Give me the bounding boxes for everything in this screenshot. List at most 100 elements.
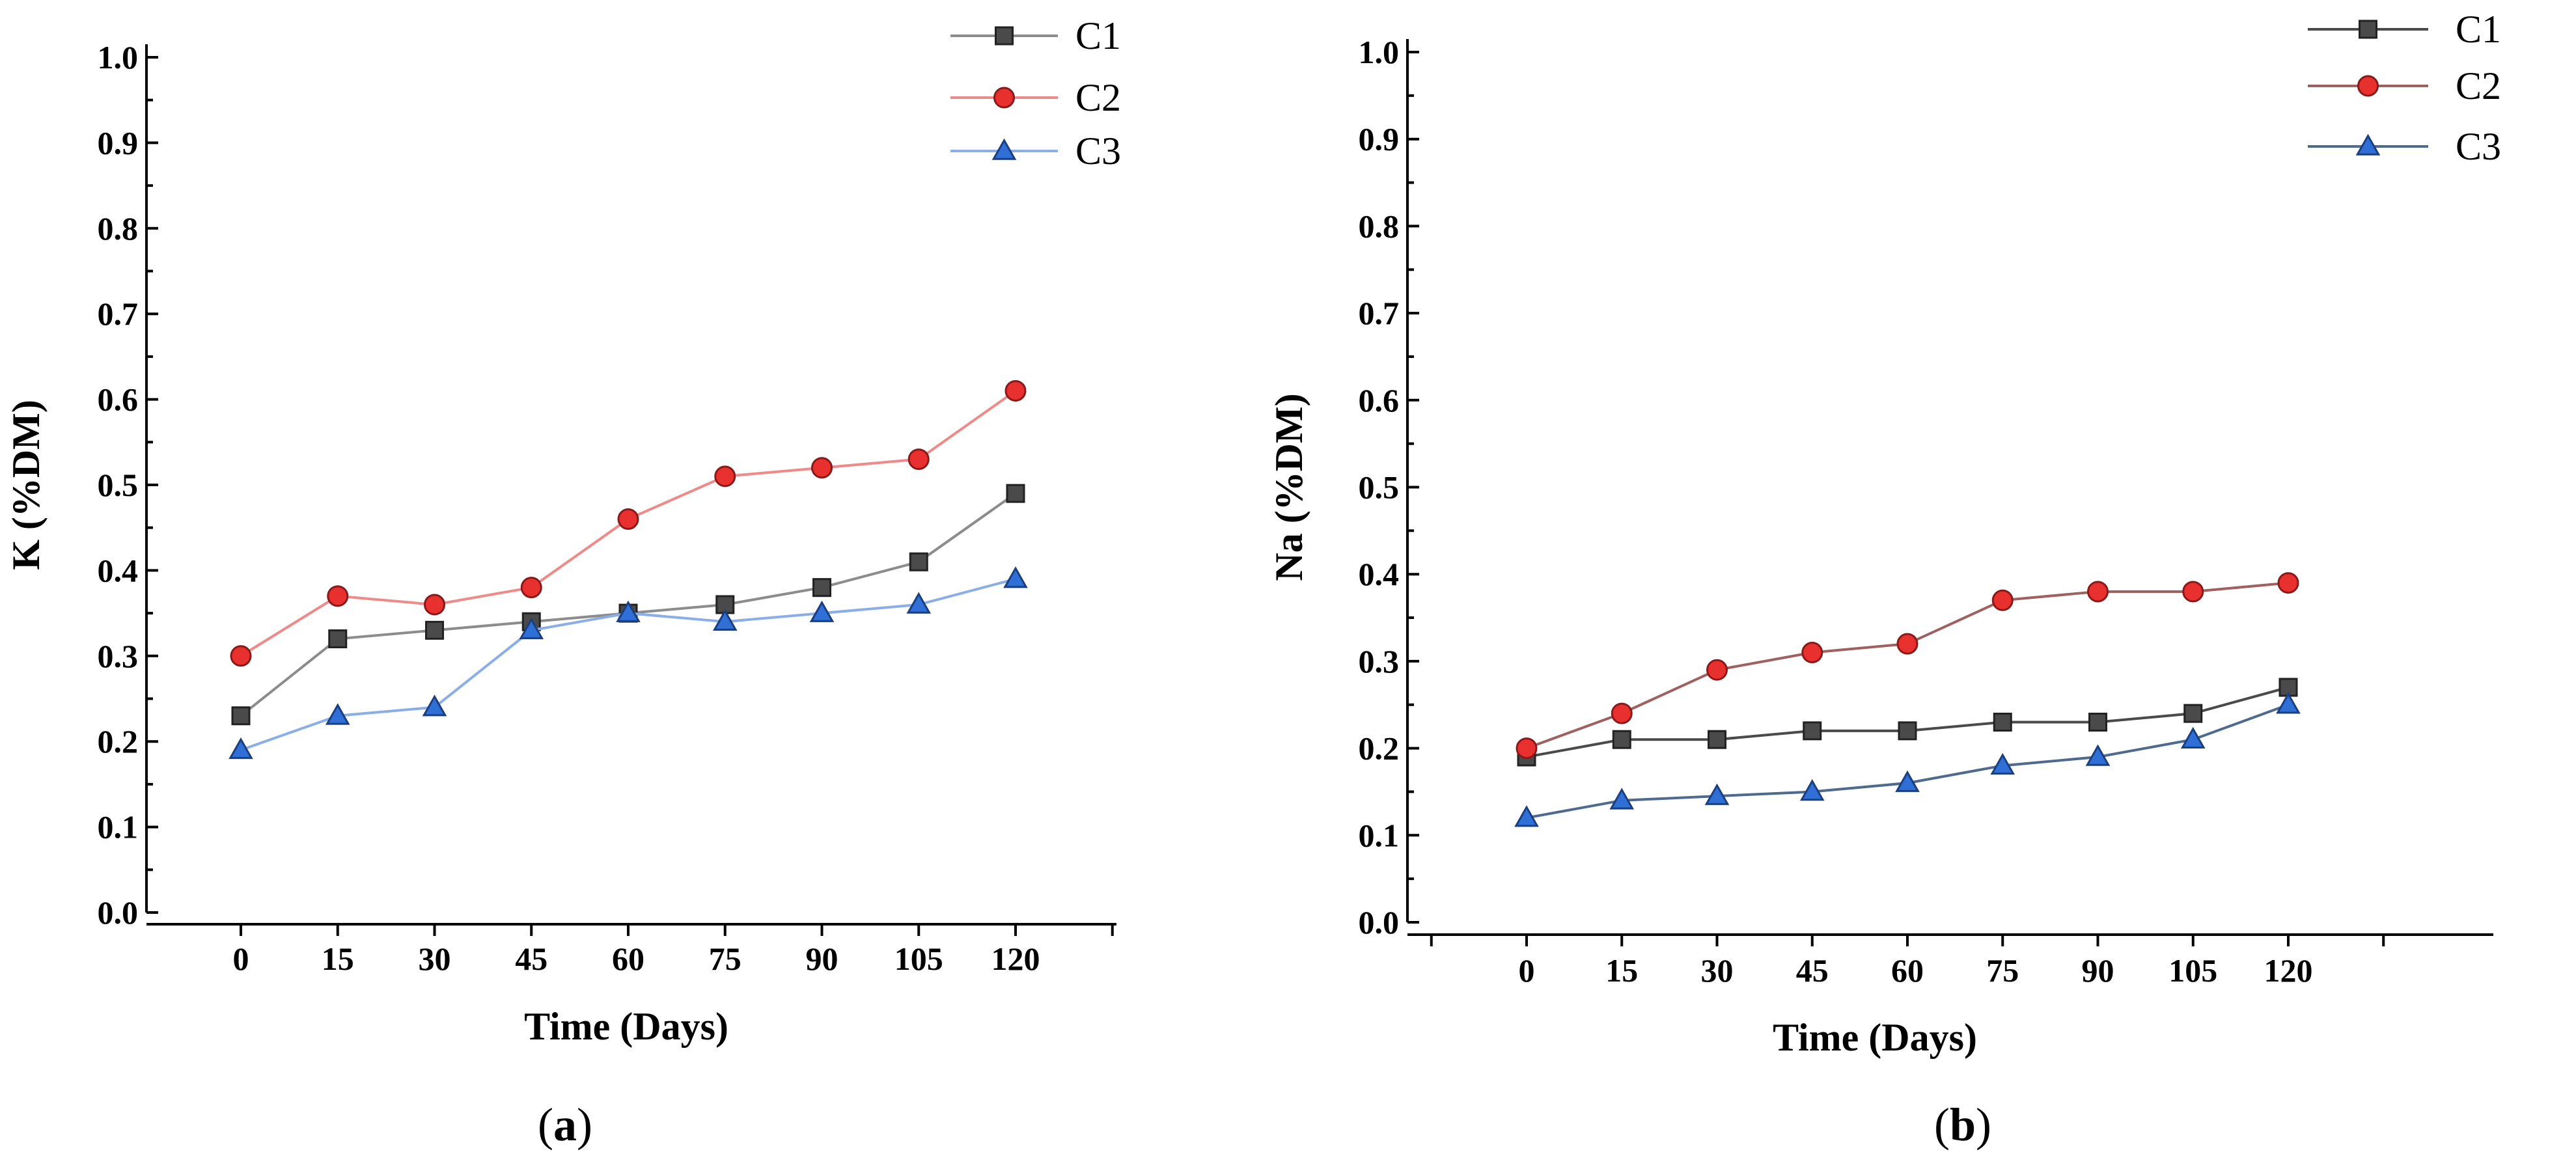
data-point-c2 xyxy=(230,645,252,667)
x-tick-label: 105 xyxy=(894,940,943,977)
panel-label-open: ( xyxy=(538,1099,553,1151)
data-point-c2 xyxy=(811,457,833,479)
x-tick-label: 120 xyxy=(2264,952,2313,989)
legend-marker-c3 xyxy=(2355,133,2381,156)
y-axis-title: Na (%DM) xyxy=(1267,393,1310,581)
data-point-c1 xyxy=(1708,730,1726,749)
data-point-c2 xyxy=(1896,633,1918,655)
data-point-c1 xyxy=(1803,721,1822,741)
panel-label-close: ) xyxy=(577,1099,592,1151)
data-point-c1 xyxy=(1612,730,1631,749)
panel-label-open: ( xyxy=(1934,1099,1950,1151)
legend-label-c3: C3 xyxy=(2456,125,2501,168)
x-tick-label: 120 xyxy=(991,940,1040,977)
data-point-c1 xyxy=(909,552,928,571)
series-c2 xyxy=(1516,572,2299,760)
x-tick-label: 45 xyxy=(515,940,547,977)
y-tick-label: 0.6 xyxy=(98,381,139,418)
y-tick-label: 0.9 xyxy=(1359,121,1400,158)
series-c3 xyxy=(1514,692,2301,827)
x-tick-label: 90 xyxy=(2082,952,2114,989)
legend-label-c1: C1 xyxy=(2456,8,2501,51)
y-tick-label: 0.7 xyxy=(98,295,139,332)
data-point-c3 xyxy=(325,703,350,725)
y-tick-label: 1.0 xyxy=(98,39,139,76)
data-point-c3 xyxy=(2085,744,2111,766)
y-axis-title: K (%DM) xyxy=(5,400,48,570)
series-c2 xyxy=(230,379,1027,667)
data-point-c1 xyxy=(2183,704,2203,723)
data-point-c2 xyxy=(1611,702,1633,724)
series-c3 xyxy=(229,566,1028,760)
x-axis-title: Time (Days) xyxy=(524,1005,728,1048)
data-point-c3 xyxy=(1895,770,1920,792)
legend: C1 C2 C3 xyxy=(950,14,1121,172)
panel-label-letter: b xyxy=(1950,1099,1976,1151)
x-tick-label: 0 xyxy=(1519,952,1535,989)
y-tick-label: 0.2 xyxy=(98,723,139,760)
data-point-c1 xyxy=(1006,484,1025,503)
y-tick-label: 0.3 xyxy=(98,638,139,674)
y-tick-label: 0.0 xyxy=(98,894,139,931)
data-point-c3 xyxy=(1799,779,1825,801)
legend-marker-c1 xyxy=(2359,20,2377,39)
legend-label-c2: C2 xyxy=(1075,76,1121,119)
y-tick-label: 0.3 xyxy=(1359,643,1400,680)
data-point-c2 xyxy=(2182,581,2204,603)
panel-label-letter: a xyxy=(553,1099,577,1151)
series-c1 xyxy=(1517,678,2298,767)
x-tick-label: 75 xyxy=(709,940,741,977)
data-point-c3 xyxy=(1003,566,1028,588)
data-point-c3 xyxy=(1704,783,1730,805)
y-tick-label: 0.1 xyxy=(1359,817,1400,853)
x-tick-label: 15 xyxy=(1605,952,1638,989)
data-point-c2 xyxy=(424,594,445,616)
data-point-c2 xyxy=(520,577,542,599)
data-point-c3 xyxy=(906,592,932,614)
y-tick-label: 0.5 xyxy=(98,467,139,503)
y-tick-label: 0.4 xyxy=(1359,556,1400,592)
legend-marker-c2 xyxy=(2357,75,2379,97)
y-tick-label: 0.5 xyxy=(1359,469,1400,506)
data-point-c2 xyxy=(1706,659,1728,681)
legend-marker-c2 xyxy=(993,87,1015,109)
data-point-c3 xyxy=(519,617,544,640)
panel-b: 0.0 0.1 0.2 0.3 0.4 0.5 0.6 0.7 0.8 0.9 1.0 0 15 30 45… xyxy=(1267,8,2501,1151)
data-point-c3 xyxy=(229,737,253,760)
data-point-c2 xyxy=(1801,642,1823,664)
data-point-c2 xyxy=(1004,379,1027,402)
legend-label-c2: C2 xyxy=(2456,64,2501,107)
panel-a: 0.0 0.1 0.2 0.3 0.4 0.5 0.6 0.7 0.8 0.9 1.0 0 15 30 45… xyxy=(5,14,1121,1151)
legend-marker-c1 xyxy=(995,26,1014,46)
x-tick-label: 0 xyxy=(233,940,249,977)
data-point-c1 xyxy=(328,629,348,649)
legend-marker-c3 xyxy=(991,138,1017,160)
y-tick-label: 0.1 xyxy=(98,809,139,845)
data-point-c3 xyxy=(1990,752,2015,775)
data-point-c3 xyxy=(2180,726,2206,749)
data-point-c3 xyxy=(1609,788,1635,810)
y-tick-label: 0.7 xyxy=(1359,295,1400,331)
y-tick-label: 0.9 xyxy=(98,124,139,161)
data-point-c2 xyxy=(617,508,639,530)
x-tick-label: 75 xyxy=(1986,952,2019,989)
y-tick-label: 1.0 xyxy=(1359,34,1400,70)
data-point-c2 xyxy=(907,448,930,471)
data-point-c3 xyxy=(422,694,447,717)
data-point-c2 xyxy=(2087,581,2109,603)
panel-label: (b) xyxy=(1934,1099,1991,1151)
y-tick-label: 0.2 xyxy=(1359,730,1400,767)
x-tick-label: 105 xyxy=(2168,952,2217,989)
data-point-c2 xyxy=(714,465,736,487)
x-axis-title: Time (Days) xyxy=(1773,1016,1977,1059)
legend: C1 C2 C3 xyxy=(2308,8,2501,168)
x-tick-label: 30 xyxy=(419,940,451,977)
data-point-c1 xyxy=(425,620,444,640)
data-point-c2 xyxy=(1991,589,2014,611)
data-point-c3 xyxy=(2276,692,2301,714)
data-point-c1 xyxy=(1898,721,1917,741)
y-tick-label: 0.6 xyxy=(1359,382,1400,419)
y-tick-label: 0.8 xyxy=(98,210,139,247)
x-tick-label: 60 xyxy=(612,940,644,977)
